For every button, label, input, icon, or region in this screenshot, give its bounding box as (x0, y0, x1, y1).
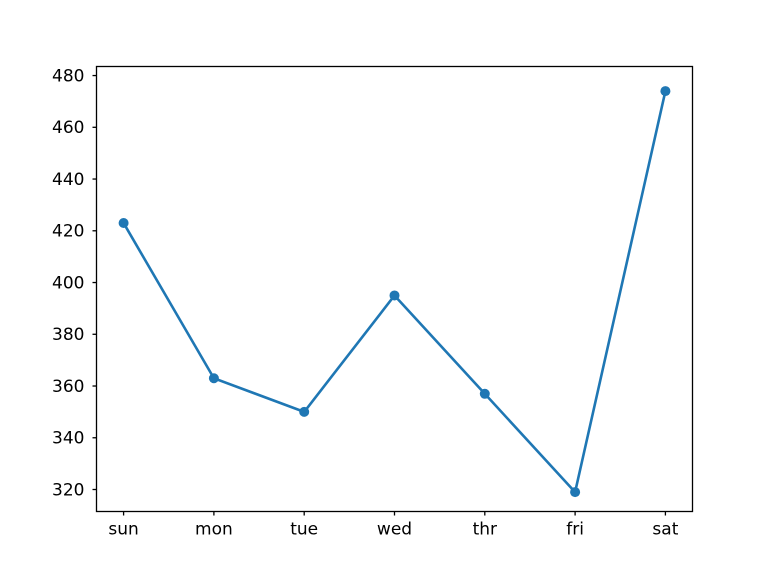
x-tick-label: fri (566, 520, 584, 540)
x-tick-label: tue (290, 520, 318, 540)
data-point-marker (118, 218, 129, 229)
plot-frame (95, 65, 694, 513)
y-tick-label: 440 (52, 170, 84, 190)
x-tick-label: sun (108, 520, 138, 540)
data-point-marker (570, 487, 581, 498)
y-tick-label: 460 (52, 118, 84, 138)
data-point-marker (660, 86, 671, 97)
y-tick-label: 320 (52, 480, 84, 500)
data-point-marker (208, 373, 219, 384)
y-axis: 320 340 360 380 400 420 440 460 480 (52, 67, 97, 500)
plot-area (96, 66, 693, 512)
y-tick-label: 400 (52, 273, 84, 293)
y-tick-label: 340 (52, 429, 84, 449)
data-point-marker (479, 388, 490, 399)
x-axis: sun mon tue wed thr fri sat (108, 511, 679, 540)
x-tick-label: mon (195, 520, 233, 540)
data-point-marker (299, 406, 310, 417)
line-series (118, 86, 671, 498)
data-point-marker (389, 290, 400, 301)
y-tick-label: 420 (52, 222, 84, 242)
y-tick-label: 380 (52, 325, 84, 345)
x-tick-label: sat (652, 520, 678, 540)
x-tick-label: wed (377, 520, 412, 540)
y-tick-label: 480 (52, 67, 84, 87)
y-tick-label: 360 (52, 377, 84, 397)
x-tick-label: thr (473, 520, 497, 540)
